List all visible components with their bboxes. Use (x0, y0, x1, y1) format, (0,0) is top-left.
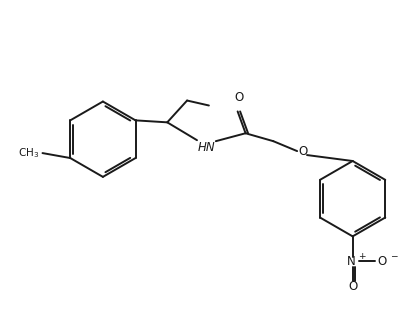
Text: O: O (348, 280, 357, 294)
Text: −: − (390, 252, 398, 261)
Text: O: O (378, 255, 387, 268)
Text: CH$_3$: CH$_3$ (18, 146, 40, 160)
Text: O: O (234, 90, 243, 103)
Text: HN: HN (198, 141, 216, 154)
Text: O: O (299, 145, 308, 157)
Text: +: + (358, 252, 365, 261)
Text: N: N (347, 255, 356, 268)
